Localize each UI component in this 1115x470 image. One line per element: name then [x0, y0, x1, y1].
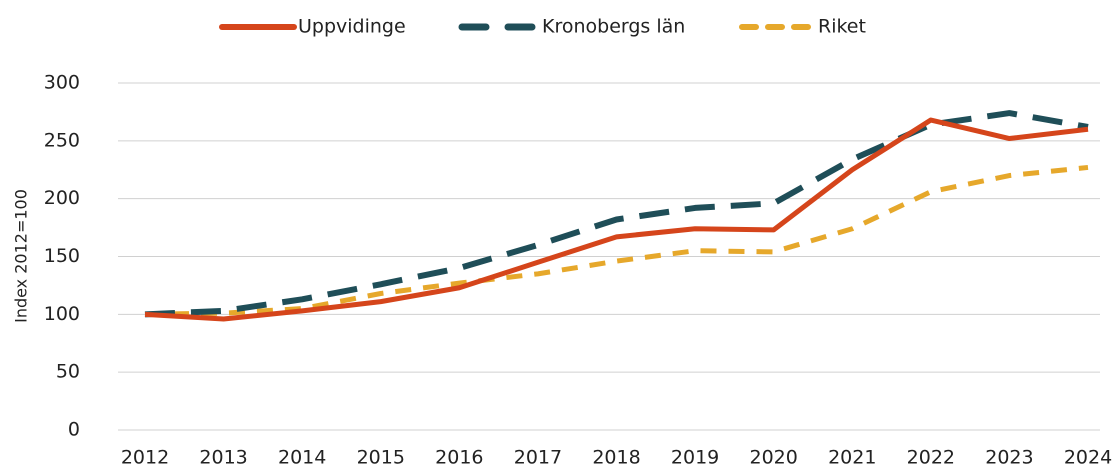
- x-tick-label: 2016: [435, 447, 483, 469]
- line-series: [144, 117, 1089, 322]
- x-tick-label: 2023: [985, 447, 1033, 469]
- line-series: [144, 164, 1089, 317]
- y-axis-label: Index 2012=100: [12, 189, 31, 323]
- y-tick-label: 0: [68, 419, 80, 441]
- x-tick-label: 2019: [671, 447, 719, 469]
- x-tick-label: 2012: [121, 447, 169, 469]
- legend-label: Riket: [818, 16, 866, 38]
- x-tick-label: 2017: [514, 447, 562, 469]
- y-tick-label: 300: [44, 72, 80, 94]
- legend-label: Uppvidinge: [298, 16, 406, 38]
- x-tick-label: 2021: [828, 447, 876, 469]
- y-tick-label: 100: [44, 303, 80, 325]
- x-tick-label: 2014: [278, 447, 326, 469]
- y-tick-label: 50: [56, 361, 80, 383]
- x-tick-label: 2020: [749, 447, 797, 469]
- y-tick-label: 200: [44, 187, 80, 209]
- x-tick-label: 2022: [907, 447, 955, 469]
- y-tick-label: 250: [44, 129, 80, 151]
- x-tick-label: 2018: [592, 447, 640, 469]
- y-tick-label: 150: [44, 245, 80, 267]
- x-tick-label: 2015: [357, 447, 405, 469]
- x-tick-label: 2013: [199, 447, 247, 469]
- line-series: [144, 110, 1089, 318]
- legend-label: Kronobergs län: [542, 16, 685, 38]
- x-tick-label: 2024: [1064, 447, 1112, 469]
